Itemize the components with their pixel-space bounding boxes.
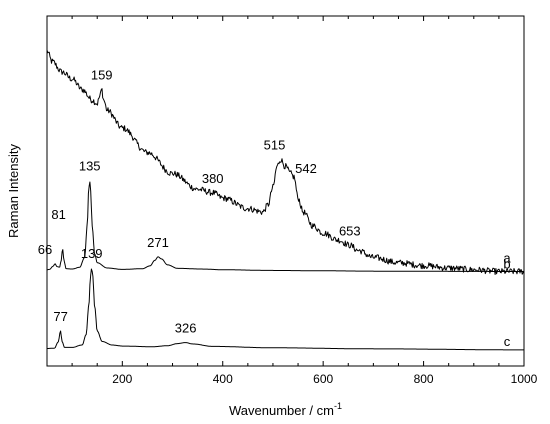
y-axis-label: Raman Intensity [6, 144, 21, 238]
peak-label-271: 271 [147, 235, 169, 250]
x-axis-label-text: Wavenumber / cm [229, 403, 334, 418]
peak-label-135: 135 [79, 159, 101, 174]
x-tick-label: 1000 [511, 372, 538, 386]
peak-label-66: 66 [38, 242, 52, 257]
series-label-a: a [503, 251, 511, 266]
spectrum-traces [46, 49, 525, 351]
x-tick-label: 400 [213, 372, 233, 386]
spectrum-line-a [46, 49, 525, 275]
peak-labels: 159 380 515 542 653 66 81 135 271 77 139 326 [38, 68, 361, 336]
x-axis-label-superscript: -1 [334, 401, 342, 411]
series-label-c: c [504, 334, 511, 349]
spectrum-line-b [46, 181, 524, 272]
series-label-b: b [503, 256, 510, 271]
peak-label-653: 653 [339, 223, 361, 238]
x-axis-ticks: 200 400 600 800 1000 [46, 16, 538, 386]
peak-label-159: 159 [91, 68, 113, 83]
x-tick-label: 800 [414, 372, 434, 386]
x-tick-label: 200 [112, 372, 132, 386]
spectrum-line-c [47, 268, 524, 351]
plot-border [46, 15, 525, 367]
peak-label-542: 542 [295, 161, 317, 176]
peak-label-380: 380 [202, 171, 224, 186]
x-axis-label: Wavenumber / cm-1 [229, 401, 342, 418]
peak-label-326: 326 [175, 321, 197, 336]
series-labels: ab c [503, 251, 511, 350]
peak-label-77: 77 [53, 309, 67, 324]
peak-label-81: 81 [51, 207, 65, 222]
peak-label-515: 515 [264, 138, 286, 153]
plot-frame [46, 15, 525, 367]
x-tick-label: 600 [313, 372, 333, 386]
peak-label-139: 139 [81, 246, 103, 261]
